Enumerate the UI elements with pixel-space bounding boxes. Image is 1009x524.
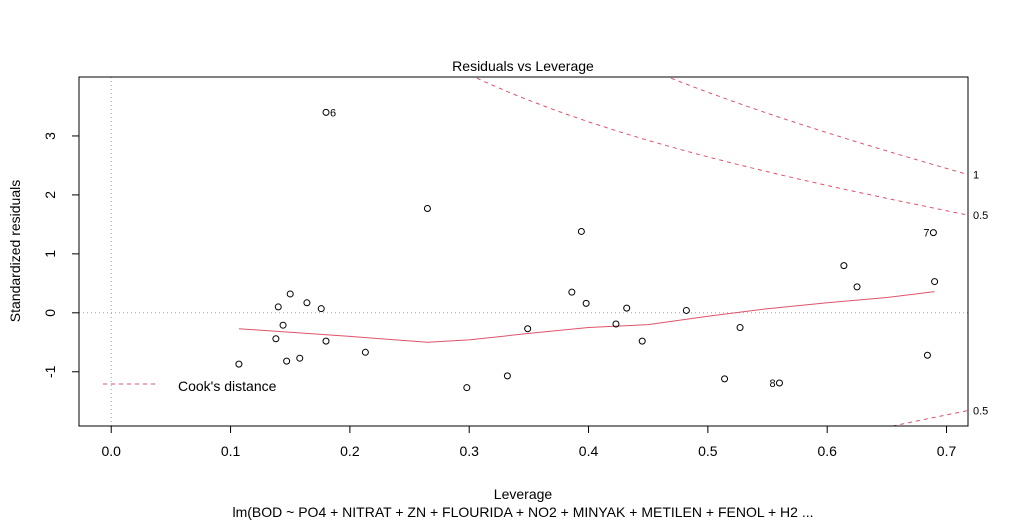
data-point	[279, 321, 287, 329]
data-point	[577, 227, 585, 235]
data-point	[235, 360, 243, 368]
data-point	[322, 337, 330, 345]
point-id-label: 8	[769, 378, 775, 390]
x-axis: 0.0 0.1 0.2 0.3 0.4 0.5 0.6 0.7	[101, 425, 957, 459]
cooks-distance-curve	[473, 77, 968, 216]
data-point	[568, 288, 576, 296]
x-tick-label: 0.2	[340, 443, 360, 459]
data-point	[296, 354, 304, 362]
data-point	[322, 108, 330, 116]
cooks-distance-level-label: 0.5	[973, 210, 988, 222]
chart-title: Residuals vs Leverage	[452, 58, 594, 74]
cooks-distance-contours	[473, 77, 968, 426]
data-point	[303, 299, 311, 307]
data-point	[623, 304, 631, 312]
y-tick-label: -1	[42, 365, 58, 378]
data-point	[463, 384, 471, 392]
data-point	[638, 337, 646, 345]
x-tick-label: 0.4	[579, 443, 599, 459]
y-axis-label: Standardized residuals	[7, 180, 23, 322]
data-point	[317, 305, 325, 313]
data-point	[582, 299, 590, 307]
y-axis: -1 0 1 2 3	[42, 132, 80, 378]
x-tick-label: 0.7	[937, 443, 957, 459]
data-point	[286, 290, 294, 298]
data-point	[361, 348, 369, 356]
x-tick-label: 0.0	[101, 443, 121, 459]
data-points: 6 8 7	[235, 107, 939, 392]
data-point	[775, 379, 783, 387]
data-point	[423, 204, 431, 212]
cooks-distance-curve	[666, 77, 968, 176]
data-point	[929, 229, 937, 237]
data-point	[283, 357, 291, 365]
plot-region: 6 8 7	[79, 77, 968, 426]
y-tick-label: 2	[42, 191, 58, 199]
cooks-distance-level-label: 1	[973, 170, 979, 182]
data-point	[923, 351, 931, 359]
data-point	[736, 324, 744, 332]
data-point	[931, 278, 939, 286]
legend: Cook's distance	[103, 378, 277, 394]
model-formula-subtitle: lm(BOD ~ PO4 + NITRAT + ZN + FLOURIDA + …	[232, 504, 813, 520]
plot-border	[78, 76, 969, 427]
y-tick-label: 3	[42, 132, 58, 140]
x-tick-label: 0.3	[459, 443, 479, 459]
data-point	[853, 283, 861, 291]
x-axis-label: Leverage	[494, 486, 553, 502]
point-id-label: 6	[330, 107, 336, 119]
data-point	[840, 262, 848, 270]
data-point	[524, 325, 532, 333]
smoother-line	[238, 291, 935, 343]
data-point	[721, 375, 729, 383]
cooks-distance-labels: 1 0.5 0.5	[973, 170, 988, 418]
legend-cooks-distance-label: Cook's distance	[178, 378, 277, 394]
x-tick-label: 0.5	[698, 443, 718, 459]
cooks-distance-level-label: 0.5	[973, 406, 988, 418]
x-tick-label: 0.1	[221, 443, 241, 459]
data-point	[274, 303, 282, 311]
data-point	[612, 320, 620, 328]
y-tick-label: 1	[42, 250, 58, 258]
point-id-label: 7	[923, 228, 929, 240]
data-point	[682, 306, 690, 314]
x-tick-label: 0.6	[817, 443, 837, 459]
data-point	[503, 372, 511, 380]
y-tick-label: 0	[42, 309, 58, 317]
data-point	[272, 335, 280, 343]
